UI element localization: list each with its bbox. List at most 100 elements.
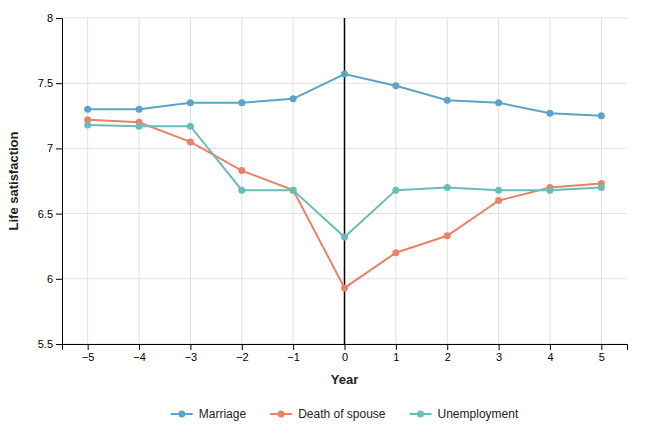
chart-svg: −5−4−3−2−10123455.566.577.58YearLife sat… [0, 0, 649, 440]
grid-line-x [293, 18, 294, 344]
y-tick: 6.5 [38, 208, 62, 220]
x-tick: −3 [185, 344, 198, 363]
series-point [495, 99, 502, 106]
legend-marker [178, 411, 185, 418]
legend-marker [278, 411, 285, 418]
x-tick-label: 2 [445, 351, 451, 363]
y-tick: 7.5 [38, 77, 62, 89]
grid-line-x [190, 18, 191, 344]
series-point [290, 95, 297, 102]
x-tick-mark [139, 344, 140, 350]
legend-item: Death of spouse [270, 407, 386, 421]
x-tick-label: −2 [236, 351, 249, 363]
grid-line-x [447, 18, 448, 344]
series-point [546, 110, 553, 117]
x-tick: −5 [82, 344, 95, 363]
x-tick-label: 5 [599, 351, 605, 363]
x-axis-title: Year [331, 372, 358, 387]
series-point [444, 184, 451, 191]
x-tick-mark [396, 344, 397, 350]
grid [62, 18, 627, 344]
y-tick-mark [56, 148, 62, 149]
y-tick-mark [56, 83, 62, 84]
x-tick-label: −1 [287, 351, 300, 363]
legend-item: Unemployment [410, 407, 519, 421]
x-tick-mark [88, 344, 89, 350]
y-tick: 7 [47, 142, 62, 154]
x-tick-label: −3 [185, 351, 198, 363]
x-tick-mark [447, 344, 448, 350]
y-tick-label: 6.5 [38, 208, 53, 220]
legend-label: Marriage [199, 407, 247, 421]
x-tick: 5 [599, 344, 605, 363]
series-point [187, 138, 194, 145]
series-point [136, 123, 143, 130]
x-tick-mark [242, 344, 243, 350]
series-point [392, 249, 399, 256]
y-tick-label: 5.5 [38, 338, 53, 350]
chart-container: −5−4−3−2−10123455.566.577.58YearLife sat… [0, 0, 649, 440]
series-point [238, 167, 245, 174]
legend-label: Unemployment [438, 407, 519, 421]
series-point [598, 112, 605, 119]
x-tick-mark [293, 344, 294, 350]
series-point [495, 187, 502, 194]
grid-line-x [395, 18, 396, 344]
x-tick: 1 [393, 344, 399, 363]
legend-item: Marriage [171, 407, 247, 421]
series-point [598, 184, 605, 191]
legend: Marriage Death of spouse Unemployment [171, 407, 519, 421]
series-point [341, 71, 348, 78]
series-point [341, 234, 348, 241]
x-tick-mark [499, 344, 500, 350]
series-point [238, 187, 245, 194]
x-tick: −1 [287, 344, 300, 363]
series-point [84, 121, 91, 128]
y-tick-mark [56, 344, 62, 345]
x-tick: 2 [445, 344, 451, 363]
x-tick-label: 1 [393, 351, 399, 363]
series-point [444, 97, 451, 104]
y-tick-mark [56, 18, 62, 19]
series-point [290, 187, 297, 194]
series-point [546, 187, 553, 194]
series-point [495, 197, 502, 204]
legend-label: Death of spouse [298, 407, 386, 421]
x-tick-label: 3 [496, 351, 502, 363]
series-point [392, 82, 399, 89]
y-axis: 5.5 6 6.5 7 7.5 8 [38, 12, 63, 350]
y-tick-mark [56, 214, 62, 215]
grid-line-x [87, 18, 88, 344]
legend-marker [417, 411, 424, 418]
series-point [84, 106, 91, 113]
x-tick-label: −4 [133, 351, 146, 363]
y-tick-label: 6 [47, 273, 53, 285]
grid-line-x [344, 18, 345, 344]
y-tick-mark [56, 279, 62, 280]
x-axis: −5 −4 −3 −2 −1 0 1 2 3 4 5 [63, 344, 628, 363]
x-tick: 4 [547, 344, 553, 363]
series-point [444, 232, 451, 239]
series-point [187, 99, 194, 106]
series-point [136, 106, 143, 113]
y-tick: 5.5 [38, 338, 62, 350]
x-axis-line [63, 345, 628, 351]
y-tick-label: 8 [47, 12, 53, 24]
x-tick-label: 4 [547, 351, 553, 363]
series-point [290, 187, 297, 194]
x-tick-label: 0 [342, 351, 348, 363]
grid-line-x [139, 18, 140, 344]
x-tick: 3 [496, 344, 502, 363]
series-point [341, 284, 348, 291]
y-tick-label: 7.5 [38, 77, 53, 89]
x-tick: 0 [342, 344, 348, 363]
y-tick: 8 [47, 12, 62, 24]
grid-line-x [498, 18, 499, 344]
plot-area: −5 −4 −3 −2 −1 0 1 2 3 4 5 5.5 6 6.5 7 7.5 8 [38, 12, 628, 363]
series-line [88, 120, 602, 288]
series-point [187, 123, 194, 130]
x-tick: −2 [236, 344, 249, 363]
x-tick-mark [345, 344, 346, 350]
series-line [88, 74, 602, 116]
series-line [88, 125, 602, 237]
